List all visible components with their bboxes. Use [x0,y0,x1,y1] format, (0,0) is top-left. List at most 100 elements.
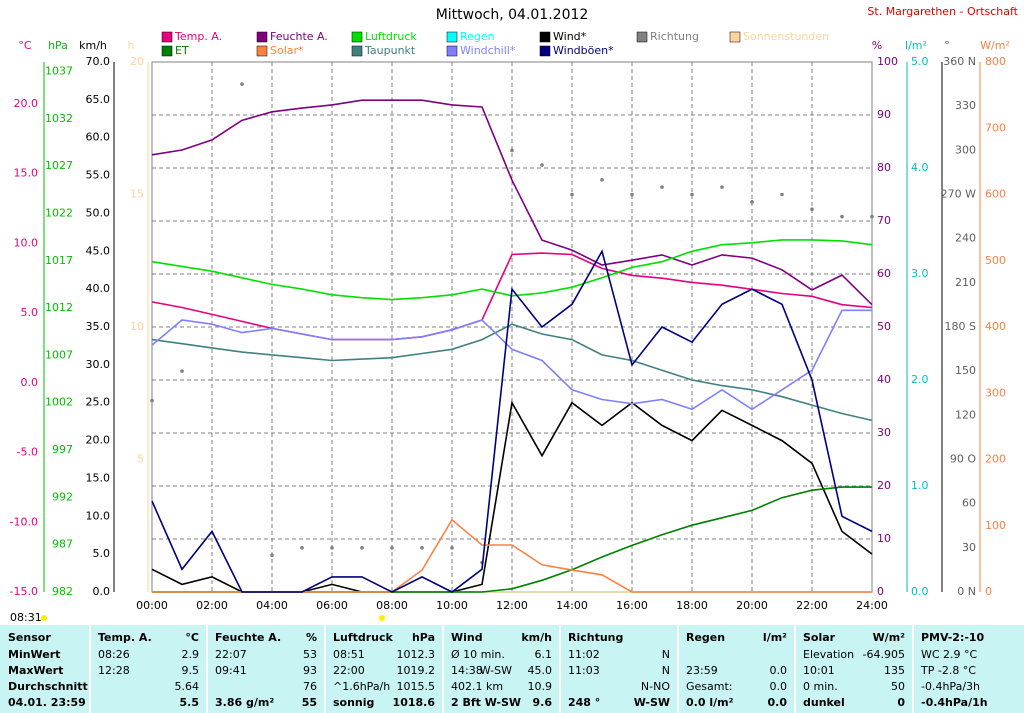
x-tick-label: 08:00 [376,599,408,612]
table-cell: 1015.5 [397,680,436,693]
y-tick-label: 0 [985,585,992,598]
y-tick-label: 270 W [941,188,976,201]
table-cell: MaxWert [8,664,63,677]
table-cell: % [306,631,317,644]
axis-label: ° [944,39,950,52]
table-cell: Regen [686,631,725,644]
y-tick-label: 60 [877,267,891,280]
direction-dot [300,546,304,550]
table-cell: 1018.6 [393,696,436,709]
table-cell: W/m² [873,631,906,644]
y-tick-label: 360 N [943,55,976,68]
direction-dot [810,207,814,212]
table-cell: 1012.3 [397,648,436,661]
table-cell: 14:38 [451,664,483,677]
series-line [151,99,873,306]
y-tick-label: 25.0 [86,396,111,409]
table-cell: 50 [891,680,905,693]
legend-swatch [351,31,363,43]
table-cell: Ø 10 min. [451,648,505,661]
summary-background [0,625,1024,713]
table-cell: 11:03 [568,664,600,677]
table-cell: N [662,648,670,661]
table-cell: 04.01. 23:59 [8,696,86,709]
y-tick-label: 45.0 [86,244,111,257]
table-cell: Feuchte A. [215,631,281,644]
y-tick-label: 5 [137,453,144,466]
table-cell: 0.0 [770,664,788,677]
table-cell: 9.6 [533,696,553,709]
legend-label: Sonnenstunden [743,30,829,43]
table-cell: -0.4hPa/1h [921,696,988,709]
table-cell: 2.9 [182,648,200,661]
y-tick-label: 0 N [957,585,976,598]
y-tick-label: 15.0 [86,471,111,484]
y-tick-label: 150 [955,364,976,377]
table-cell: Wind [451,631,483,644]
x-tick-label: 14:00 [556,599,588,612]
direction-dot [450,546,454,550]
y-tick-label: 70.0 [86,55,111,68]
table-cell: -64.905 [863,648,905,661]
legend-swatch [446,31,458,43]
table-cell: sonnig [333,696,374,709]
y-tick-label: 240 [955,232,976,245]
update-time: 08:31 [10,611,42,624]
y-tick-label: 1037 [45,64,73,77]
legend-swatch [161,45,173,57]
y-tick-label: 20.0 [14,97,39,110]
y-tick-label: 997 [52,443,73,456]
table-cell: l/m² [763,631,787,644]
x-tick-label: 04:00 [256,599,288,612]
table-cell: 9.5 [182,664,200,677]
y-tick-label: 210 [955,276,976,289]
direction-dot [660,185,664,189]
table-cell: 93 [303,664,317,677]
x-tick-label: 22:00 [796,599,828,612]
table-cell: Sensor [8,631,51,644]
direction-dot [540,163,544,167]
y-tick-label: 5.0 [93,547,111,560]
direction-dot [630,192,634,197]
y-tick-label: 200 [985,453,1006,466]
y-tick-label: 1002 [45,396,73,409]
table-cell: Gesamt: [686,680,733,693]
table-cell: 5.64 [175,680,200,693]
table-cell: 0.0 l/m² [686,696,734,709]
direction-dot [360,546,364,550]
axis-label: W/m² [980,39,1010,52]
y-tick-label: 180 S [945,320,976,333]
table-cell: 23:59 [686,664,718,677]
y-tick-label: 0.0 [93,585,111,598]
series-line [151,249,873,593]
axis-label: °C [18,39,32,52]
direction-dot [330,546,334,550]
legend-swatch [636,31,648,43]
table-cell: 11:02 [568,648,600,661]
table-cell: MinWert [8,648,60,661]
table-cell: °C [185,631,199,644]
y-tick-label: 5.0 [21,306,39,319]
x-tick-label: 10:00 [436,599,468,612]
y-tick-label: 600 [985,188,1006,201]
y-tick-label: 40.0 [86,282,111,295]
y-tick-label: 20 [877,479,891,492]
direction-dot [870,214,874,219]
table-cell: 0.0 [768,696,788,709]
y-tick-label: 992 [52,490,73,503]
legend-label: ET [175,44,189,57]
sun-marker [379,615,385,621]
y-tick-label: 0 [877,585,884,598]
table-cell: 0.0 [770,680,788,693]
y-tick-label: 2.0 [911,373,929,386]
direction-dot [390,546,394,550]
table-cell: dunkel [803,696,845,709]
table-cell: 1019.2 [397,664,436,677]
y-tick-label: 1.0 [911,479,929,492]
y-tick-label: 20 [130,55,144,68]
y-tick-label: 982 [52,585,73,598]
y-tick-label: 300 [955,143,976,156]
legend-swatch [256,45,268,57]
direction-dot [150,398,154,403]
table-cell: 10.9 [528,680,553,693]
